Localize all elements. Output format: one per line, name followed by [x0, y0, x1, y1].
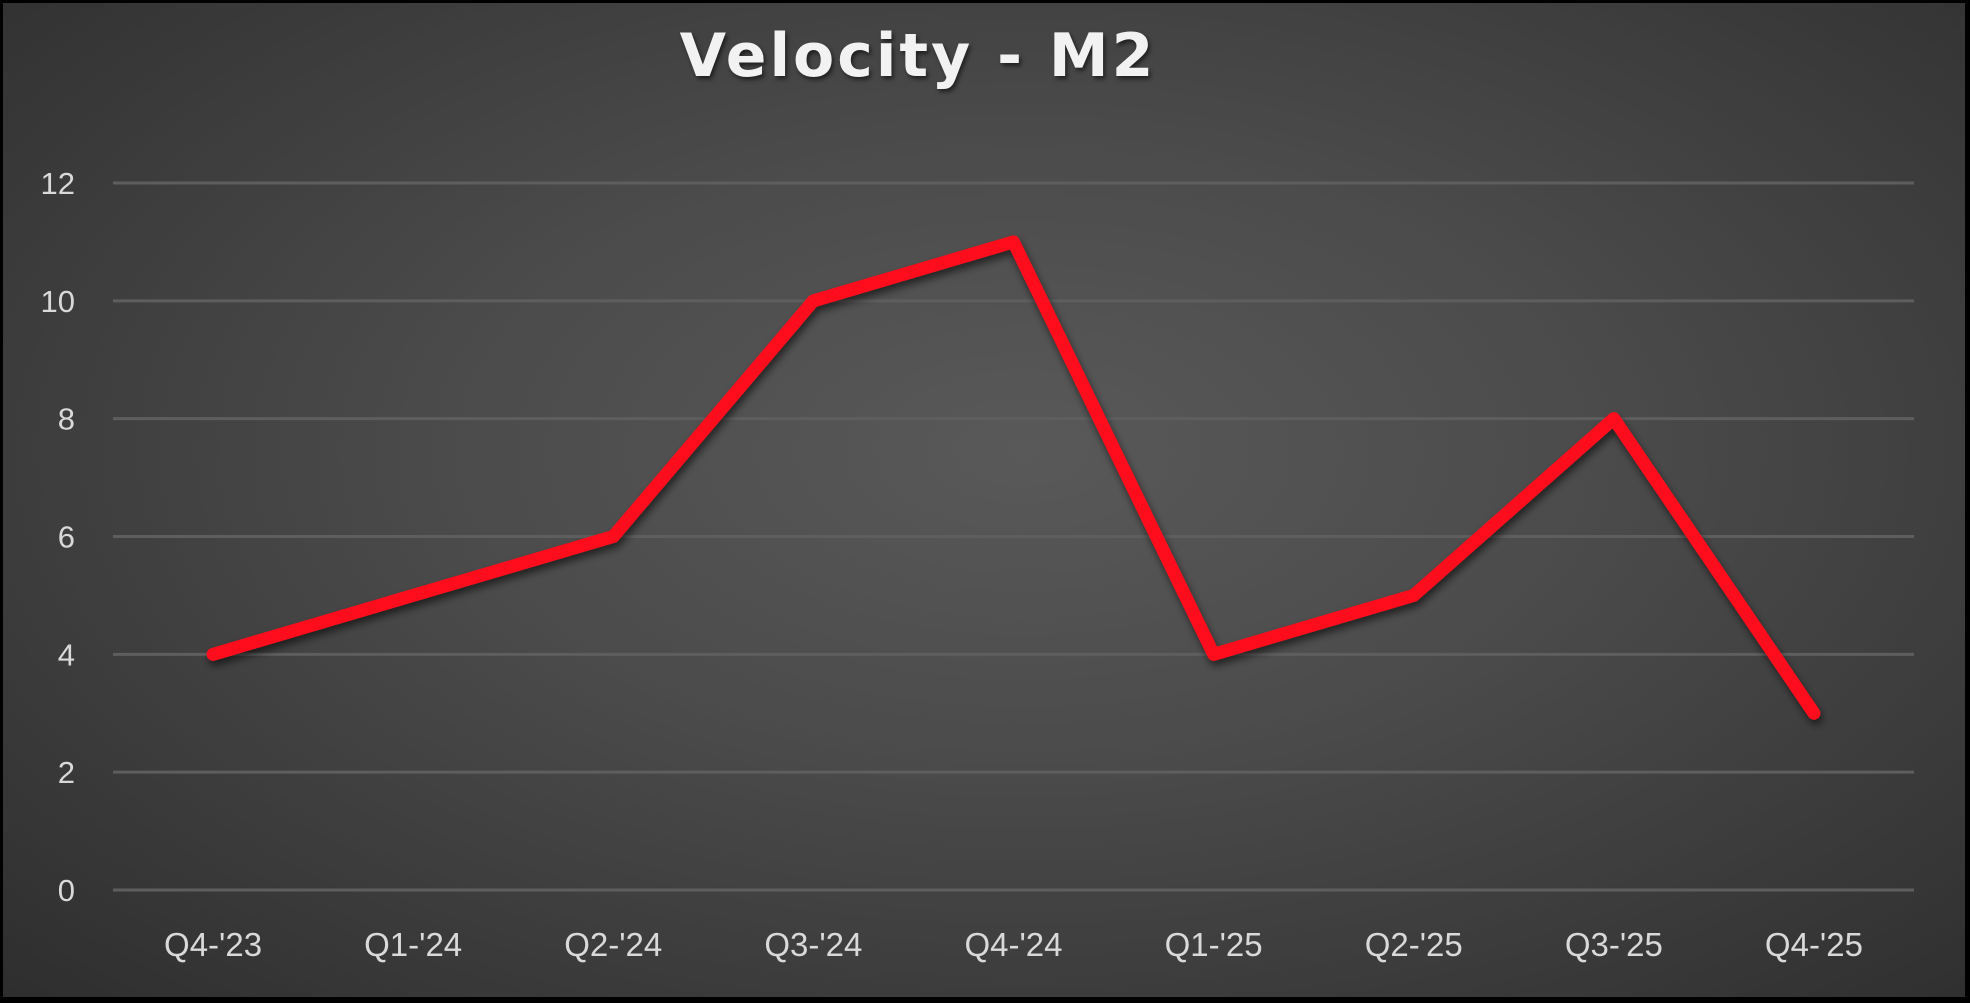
x-tick-label: Q3-'25: [1565, 926, 1663, 963]
y-tick-label: 10: [41, 284, 75, 319]
x-tick-label: Q4-'24: [964, 926, 1062, 963]
y-tick-label: 8: [58, 402, 75, 437]
x-tick-label: Q2-'24: [564, 926, 662, 963]
series-line: [206, 235, 1821, 720]
y-tick-label: 4: [58, 637, 75, 672]
chart-title: Velocity - M2: [679, 21, 1157, 91]
plot-area: 0 2 4 6 8 10 12 Q4-'23 Q1-'24 Q2-'24 Q3-'24 Q4-'24 Q…: [41, 166, 1914, 963]
x-tick-label: Q1-'25: [1165, 926, 1263, 963]
x-tick-label: Q2-'25: [1365, 926, 1463, 963]
x-tick-label: Q4-'23: [164, 926, 262, 963]
y-tick-label: 6: [58, 520, 75, 555]
chart-area: Velocity - M2 0 2 4 6 8 10 12 Q4-'23 Q1-'24 Q2-'2…: [3, 3, 1965, 997]
x-tick-label: Q4-'25: [1765, 926, 1863, 963]
y-tick-label: 12: [41, 166, 75, 201]
x-tick-label: Q1-'24: [364, 926, 462, 963]
y-tick-label: 2: [58, 755, 75, 790]
x-tick-label: Q3-'24: [764, 926, 862, 963]
y-tick-label: 0: [58, 873, 75, 908]
